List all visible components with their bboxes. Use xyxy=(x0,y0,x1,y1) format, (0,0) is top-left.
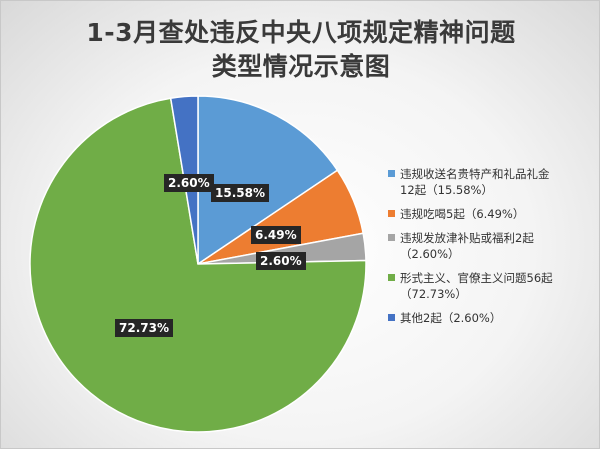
legend-swatch-1 xyxy=(388,170,395,177)
pie-slice-1 xyxy=(197,95,339,266)
data-label-1: 15.58% xyxy=(211,184,269,202)
legend-text-1-1: 违规收送名贵特产和礼品礼金 xyxy=(400,167,550,181)
data-label-5: 2.60% xyxy=(164,174,214,192)
legend-swatch-3 xyxy=(388,234,395,241)
legend-item-3: 违规发放津补贴或福利2起 （2.60%） xyxy=(388,230,593,262)
data-label-2: 6.49% xyxy=(251,226,301,244)
legend-swatch-4 xyxy=(388,274,395,281)
legend-item-4: 形式主义、官僚主义问题56起 （72.73%） xyxy=(388,270,593,302)
data-label-3: 2.60% xyxy=(256,252,306,270)
legend-text-5-1: 其他2起（2.60%） xyxy=(400,311,502,325)
chart-title-line-1: 1-3月查处违反中央八项规定精神问题 xyxy=(86,18,516,47)
data-label-4: 72.73% xyxy=(115,319,173,337)
legend-item-5: 其他2起（2.60%） xyxy=(388,310,593,326)
legend-item-1: 违规收送名贵特产和礼品礼金 12起（15.58%） xyxy=(388,166,593,198)
legend-text-4-2: （72.73%） xyxy=(400,287,467,301)
legend-text-4-1: 形式主义、官僚主义问题56起 xyxy=(400,271,553,285)
pie-slices xyxy=(29,95,367,433)
legend-text-3-2: （2.60%） xyxy=(400,247,460,261)
legend-text-1-2: 12起（15.58%） xyxy=(400,183,493,197)
legend-swatch-2 xyxy=(388,210,395,217)
legend-text-3-1: 违规发放津补贴或福利2起 xyxy=(400,231,534,245)
legend-text-2-1: 违规吃喝5起（6.49%） xyxy=(400,207,525,221)
legend: 违规收送名贵特产和礼品礼金 12起（15.58%） 违规吃喝5起（6.49%） 违规发… xyxy=(388,166,593,334)
legend-swatch-5 xyxy=(388,314,395,321)
chart-title-line-2: 类型情况示意图 xyxy=(211,52,391,81)
legend-item-2: 违规吃喝5起（6.49%） xyxy=(388,206,593,222)
pie-slice-4 xyxy=(29,97,367,433)
